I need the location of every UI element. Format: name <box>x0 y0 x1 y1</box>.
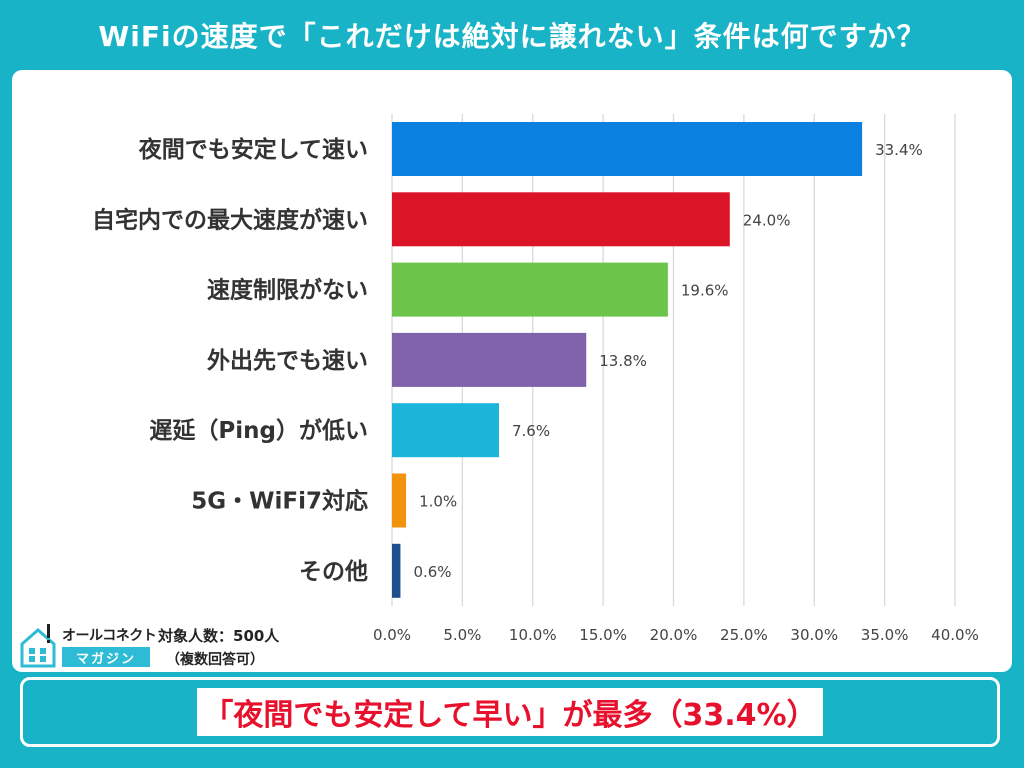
data-label: 7.6% <box>512 422 550 440</box>
x-tick-label: 5.0% <box>443 626 481 644</box>
data-label: 19.6% <box>681 282 729 300</box>
sample-note: （複数回答可） <box>166 652 264 668</box>
data-label: 0.6% <box>413 563 451 581</box>
category-label: 5G・WiFi7対応 <box>191 488 368 515</box>
bar <box>392 332 587 387</box>
category-label: 自宅内での最大速度が速い <box>92 206 368 233</box>
bar <box>392 262 668 317</box>
x-tick-label: 25.0% <box>720 626 768 644</box>
category-label: 遅延（Ping）が低い <box>149 417 368 444</box>
sample-size: 対象人数：500人 <box>158 627 280 645</box>
x-tick-label: 30.0% <box>790 626 838 644</box>
chart-panel: 0.0% 5.0% 10.0% 15.0% 20.0% 25.0% 30.0% 35.0% 40… <box>12 70 1012 672</box>
x-tick-label: 20.0% <box>650 626 698 644</box>
category-label: その他 <box>299 559 368 585</box>
house-icon <box>20 624 56 668</box>
data-label: 1.0% <box>419 493 457 511</box>
x-tick-label: 15.0% <box>579 626 627 644</box>
x-tick-label: 10.0% <box>509 626 557 644</box>
x-tick-label: 0.0% <box>373 626 411 644</box>
bar <box>392 473 407 528</box>
bar <box>392 122 863 176</box>
bar <box>392 192 730 247</box>
category-label: 速度制限がない <box>207 277 368 304</box>
category-label: 外出先でも速い <box>207 347 368 374</box>
bar <box>392 403 499 458</box>
conclusion-text: 「夜間でも安定して早い」が最多（33.4%） <box>197 688 823 736</box>
page-title: WiFiの速度で「これだけは絶対に譲れない」条件は何ですか？ <box>98 20 926 53</box>
logo-subtitle: マガジン <box>62 647 150 667</box>
x-tick-label: 40.0% <box>931 626 979 644</box>
bar-chart: 0.0% 5.0% 10.0% 15.0% 20.0% 25.0% 30.0% 35.0% 40… <box>92 114 979 644</box>
data-label: 33.4% <box>875 141 923 159</box>
bar <box>392 543 401 598</box>
category-label: 夜間でも安定して速い <box>138 136 368 163</box>
data-label: 24.0% <box>743 211 791 229</box>
conclusion-banner: 「夜間でも安定して早い」が最多（33.4%） <box>20 677 1000 747</box>
logo-name: オールコネクト <box>62 628 157 644</box>
logo: オールコネクト マガジン 対象人数：500人 （複数回答可） <box>18 622 308 672</box>
x-tick-label: 35.0% <box>861 626 909 644</box>
data-label: 13.8% <box>599 352 647 370</box>
